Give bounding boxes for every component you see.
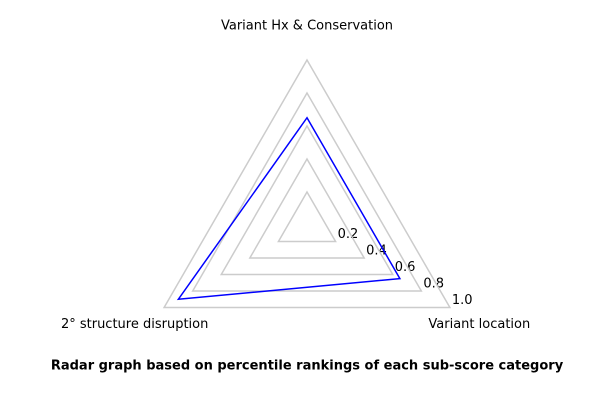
axis-label: 2° structure disruption [61,317,208,332]
axis-label: Variant Hx & Conservation [221,19,393,34]
grid-ring [219,124,395,276]
grid-ring [248,157,366,259]
r-tick-label: 1.0 [452,293,473,308]
chart-title: Radar graph based on percentile rankings… [51,359,564,374]
grid-ring [277,190,337,243]
axis-label: Variant location [428,317,530,332]
grid-ring [191,91,423,292]
series-line [176,116,402,301]
grid-ring [162,58,452,309]
